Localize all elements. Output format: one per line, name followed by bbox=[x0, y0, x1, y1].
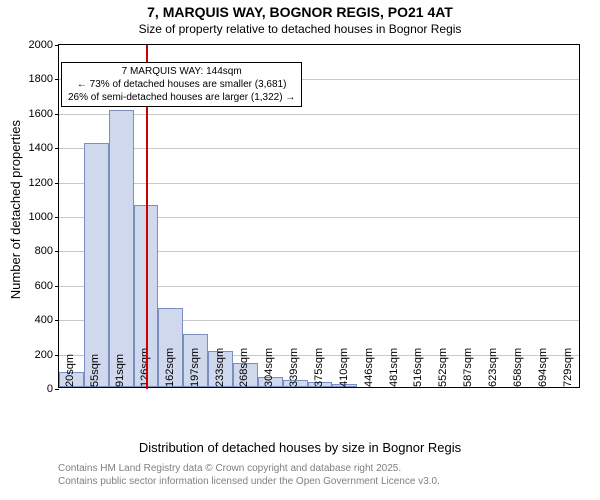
footer-line-2: Contains public sector information licen… bbox=[58, 475, 440, 488]
y-tick: 2000 bbox=[29, 39, 59, 51]
y-axis-label: Number of detached properties bbox=[8, 120, 23, 299]
y-tick: 1800 bbox=[29, 73, 59, 85]
footer-line-1: Contains HM Land Registry data © Crown c… bbox=[58, 462, 440, 475]
y-tick: 1400 bbox=[29, 142, 59, 154]
x-tick: 20sqm bbox=[64, 348, 76, 387]
x-tick: 481sqm bbox=[388, 342, 400, 387]
histogram-bar bbox=[109, 110, 134, 387]
x-tick: 55sqm bbox=[89, 348, 101, 387]
y-tick: 1600 bbox=[29, 108, 59, 120]
x-tick: 304sqm bbox=[263, 342, 275, 387]
x-tick: 623sqm bbox=[487, 342, 499, 387]
x-axis-label: Distribution of detached houses by size … bbox=[0, 440, 600, 455]
x-tick: 587sqm bbox=[462, 342, 474, 387]
marker-callout: 7 MARQUIS WAY: 144sqm← 73% of detached h… bbox=[61, 62, 302, 107]
x-tick: 694sqm bbox=[537, 342, 549, 387]
gridline bbox=[59, 183, 579, 184]
footer-text: Contains HM Land Registry data © Crown c… bbox=[58, 462, 440, 488]
x-tick: 233sqm bbox=[214, 342, 226, 387]
y-tick: 400 bbox=[35, 314, 59, 326]
x-tick: 729sqm bbox=[562, 342, 574, 387]
x-tick: 375sqm bbox=[313, 342, 325, 387]
plot-area: 020040060080010001200140016001800200020s… bbox=[58, 44, 580, 388]
x-tick: 658sqm bbox=[512, 342, 524, 387]
x-tick: 197sqm bbox=[189, 342, 201, 387]
x-tick: 339sqm bbox=[288, 342, 300, 387]
callout-line-3: 26% of semi-detached houses are larger (… bbox=[68, 91, 295, 104]
x-tick: 516sqm bbox=[412, 342, 424, 387]
y-tick: 200 bbox=[35, 349, 59, 361]
x-tick: 410sqm bbox=[338, 342, 350, 387]
chart-title: 7, MARQUIS WAY, BOGNOR REGIS, PO21 4AT bbox=[0, 4, 600, 20]
y-tick: 600 bbox=[35, 280, 59, 292]
gridline bbox=[59, 148, 579, 149]
x-tick: 162sqm bbox=[164, 342, 176, 387]
x-tick: 268sqm bbox=[238, 342, 250, 387]
y-tick: 1200 bbox=[29, 177, 59, 189]
y-tick: 0 bbox=[47, 383, 59, 395]
y-tick: 1000 bbox=[29, 211, 59, 223]
x-tick: 552sqm bbox=[437, 342, 449, 387]
callout-line-1: 7 MARQUIS WAY: 144sqm bbox=[68, 65, 295, 78]
chart-subtitle: Size of property relative to detached ho… bbox=[0, 22, 600, 36]
y-tick: 800 bbox=[35, 245, 59, 257]
gridline bbox=[59, 114, 579, 115]
x-tick: 446sqm bbox=[363, 342, 375, 387]
histogram-chart: 7, MARQUIS WAY, BOGNOR REGIS, PO21 4AT S… bbox=[0, 0, 600, 500]
x-tick: 91sqm bbox=[114, 348, 126, 387]
callout-line-2: ← 73% of detached houses are smaller (3,… bbox=[68, 78, 295, 91]
